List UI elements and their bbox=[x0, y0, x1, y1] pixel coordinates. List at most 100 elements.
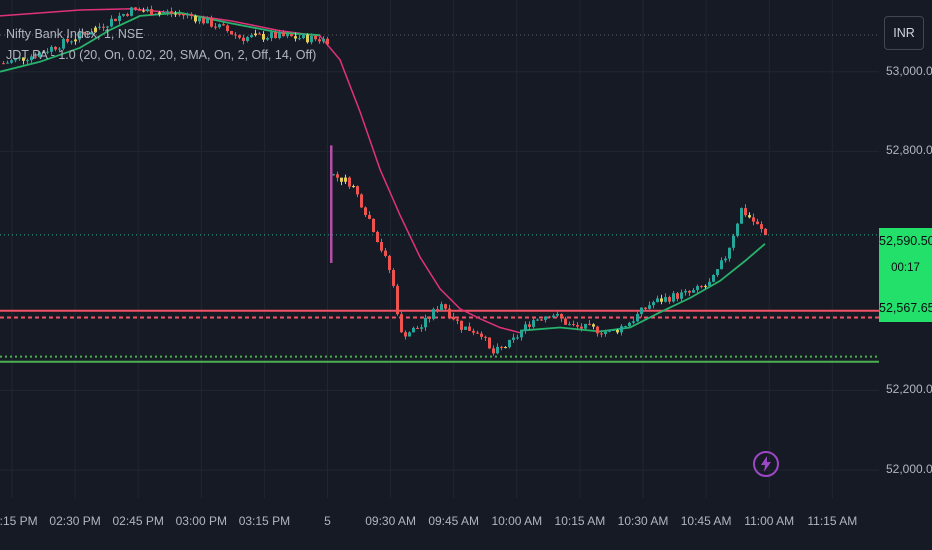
candle-body bbox=[412, 327, 415, 333]
candle-body bbox=[70, 41, 73, 43]
candle-body bbox=[428, 317, 431, 319]
candle-body bbox=[492, 348, 495, 354]
candle-body bbox=[740, 208, 743, 224]
candle-body bbox=[704, 285, 707, 287]
candle-body bbox=[66, 38, 69, 42]
candle-body bbox=[210, 18, 213, 27]
y-tick-label: 52,200.00 bbox=[886, 382, 932, 397]
candle-body bbox=[118, 15, 121, 22]
x-tick-label: 10:00 AM bbox=[491, 514, 543, 528]
candle-body bbox=[122, 14, 125, 16]
candle-body bbox=[230, 31, 233, 35]
candle-body bbox=[764, 228, 767, 235]
candle-body bbox=[656, 298, 659, 303]
candle-body bbox=[38, 52, 41, 58]
candle-body bbox=[326, 38, 329, 45]
candle-body bbox=[416, 327, 419, 329]
candle-body bbox=[182, 13, 185, 16]
candle-body bbox=[508, 339, 511, 348]
candle-body bbox=[202, 17, 205, 24]
candle-body bbox=[628, 322, 631, 327]
candle-body bbox=[608, 330, 611, 332]
candle-body bbox=[364, 207, 367, 216]
candle-body bbox=[548, 316, 551, 318]
candle-body bbox=[732, 235, 735, 248]
candle-body bbox=[130, 7, 133, 16]
candle-body bbox=[380, 242, 383, 251]
candle-body bbox=[452, 316, 455, 320]
candle-body bbox=[50, 46, 53, 52]
candle-body bbox=[222, 24, 225, 26]
candle-body bbox=[286, 34, 289, 37]
candle-body bbox=[652, 302, 655, 306]
candle-body bbox=[392, 270, 395, 286]
candle-body bbox=[476, 332, 479, 334]
candle-body bbox=[368, 215, 371, 219]
candle-body bbox=[420, 327, 423, 329]
x-tick-label: 03:15 PM bbox=[238, 514, 291, 528]
lightning-bolt-icon[interactable] bbox=[753, 451, 779, 477]
candle-body bbox=[310, 35, 313, 43]
candle-body bbox=[214, 26, 217, 28]
green-moving-average bbox=[0, 11, 321, 73]
candles bbox=[2, 5, 767, 356]
candle-body bbox=[464, 326, 467, 330]
candle-body bbox=[684, 290, 687, 293]
candle-body bbox=[82, 31, 85, 34]
candle-body bbox=[544, 316, 547, 320]
candle-body bbox=[552, 315, 555, 318]
candle-body bbox=[516, 337, 519, 339]
x-tick-label: 09:30 AM bbox=[365, 514, 416, 528]
candle-body bbox=[716, 269, 719, 275]
candle-body bbox=[484, 336, 487, 338]
lightning-bolt-glyph bbox=[761, 456, 771, 472]
candle-body bbox=[424, 317, 427, 328]
candle-body bbox=[34, 56, 37, 58]
candle-body bbox=[660, 298, 663, 302]
candle-body bbox=[262, 34, 265, 40]
x-tick-label: 02:30 PM bbox=[49, 514, 101, 528]
candle-body bbox=[2, 63, 5, 65]
candle-body bbox=[512, 337, 515, 340]
candle-body bbox=[356, 186, 359, 195]
candle-body bbox=[616, 329, 619, 333]
candle-body bbox=[700, 286, 703, 288]
candle-body bbox=[78, 31, 81, 40]
candle-body bbox=[198, 17, 201, 22]
candle-body bbox=[234, 34, 237, 36]
candle-body bbox=[266, 38, 269, 40]
last-price-tag: 52,590.50 00:17 52,567.65 bbox=[879, 228, 932, 322]
candle-body bbox=[254, 33, 257, 36]
candle-body bbox=[524, 324, 527, 332]
candle-body bbox=[560, 313, 563, 319]
candle-body bbox=[74, 39, 77, 42]
candle-body bbox=[636, 313, 639, 322]
candle-body bbox=[480, 333, 483, 337]
currency-button[interactable]: INR bbox=[884, 16, 924, 50]
candle-body bbox=[504, 347, 507, 349]
candle-body bbox=[588, 323, 591, 325]
candle-body bbox=[400, 314, 403, 333]
y-tick-label: 52,800.00 bbox=[886, 143, 932, 158]
candle-body bbox=[572, 324, 575, 326]
candle-body bbox=[258, 33, 261, 35]
candle-body bbox=[14, 58, 17, 61]
candle-body bbox=[86, 33, 89, 35]
indicator-title[interactable]: JDT PA - 1.0 (20, On, 0.02, 20, SMA, On,… bbox=[6, 48, 317, 62]
candle-body bbox=[536, 319, 539, 321]
candle-body bbox=[488, 337, 491, 349]
candle-body bbox=[568, 324, 571, 326]
candle-body bbox=[206, 18, 209, 24]
candle-body bbox=[98, 26, 101, 28]
symbol-title[interactable]: Nifty Bank Index, 1, NSE bbox=[6, 27, 144, 41]
green-moving-average bbox=[519, 243, 766, 333]
candle-body bbox=[274, 32, 277, 39]
x-tick-label: 11:00 AM bbox=[744, 514, 795, 528]
price-levels bbox=[0, 34, 879, 363]
candle-body bbox=[134, 7, 137, 10]
candle-body bbox=[250, 35, 253, 38]
candle-body bbox=[46, 51, 49, 53]
candle-body bbox=[158, 12, 161, 15]
